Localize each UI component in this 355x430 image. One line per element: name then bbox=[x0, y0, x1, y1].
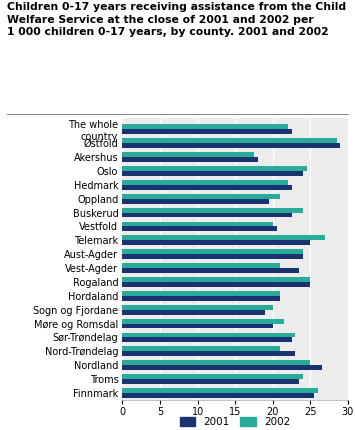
Bar bbox=[122, 282, 310, 287]
Bar bbox=[122, 180, 288, 185]
Bar bbox=[122, 338, 291, 342]
Bar bbox=[122, 240, 310, 245]
Bar bbox=[122, 277, 310, 282]
Bar bbox=[122, 171, 303, 176]
Bar bbox=[122, 374, 303, 379]
Bar bbox=[122, 143, 340, 148]
Bar bbox=[122, 324, 273, 329]
Bar bbox=[122, 194, 280, 199]
Bar bbox=[122, 152, 254, 157]
Bar bbox=[122, 166, 307, 171]
Bar bbox=[122, 208, 303, 212]
Bar bbox=[122, 236, 325, 240]
Bar bbox=[122, 296, 280, 301]
Bar bbox=[122, 360, 310, 365]
Bar bbox=[122, 388, 318, 393]
Text: Children 0-17 years receiving assistance from the Child
Welfare Service at the c: Children 0-17 years receiving assistance… bbox=[7, 2, 346, 37]
Bar bbox=[122, 305, 273, 310]
Bar bbox=[122, 310, 265, 315]
Bar bbox=[122, 347, 280, 351]
Bar bbox=[122, 221, 273, 227]
Bar bbox=[122, 393, 314, 398]
Bar bbox=[122, 157, 258, 162]
Bar bbox=[122, 351, 295, 356]
Bar bbox=[122, 199, 269, 203]
Bar bbox=[122, 227, 277, 231]
Bar bbox=[122, 291, 280, 296]
Bar bbox=[122, 319, 284, 324]
Bar bbox=[122, 379, 299, 384]
Bar bbox=[122, 254, 303, 259]
Legend: 2001, 2002: 2001, 2002 bbox=[176, 413, 295, 430]
Bar bbox=[122, 125, 288, 129]
Bar bbox=[122, 185, 291, 190]
Bar bbox=[122, 138, 337, 143]
Bar bbox=[122, 249, 303, 254]
Bar bbox=[122, 268, 299, 273]
Bar bbox=[122, 212, 291, 218]
Bar bbox=[122, 333, 295, 338]
Bar bbox=[122, 129, 291, 134]
Bar bbox=[122, 365, 322, 370]
Bar bbox=[122, 263, 280, 268]
